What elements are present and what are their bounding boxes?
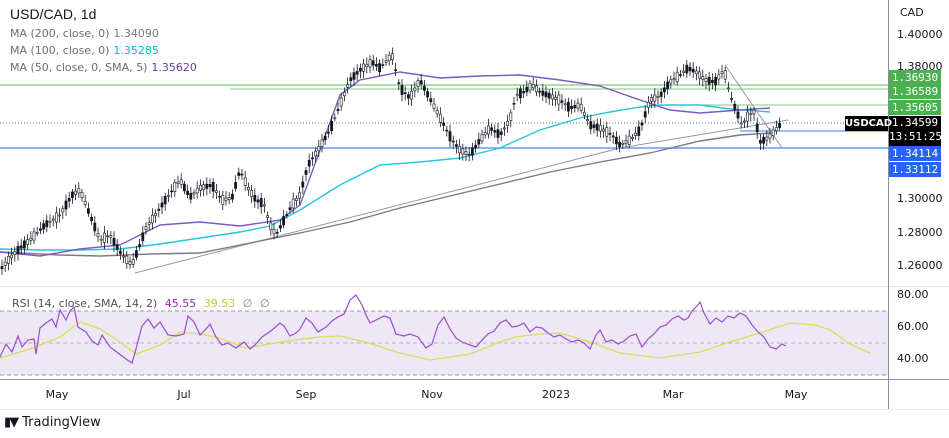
time-label-may-2: May (784, 388, 808, 401)
trendline-rising (134, 119, 789, 274)
price-tick-3: 1.30000 (897, 192, 943, 205)
ma200-line (0, 132, 771, 257)
chart-frame: USD/CAD, 1d MA (200, close, 0) 1.34090 MA… (0, 0, 949, 410)
current-price-tag[interactable]: 1.34599 13:51:25 (889, 116, 942, 146)
time-label-sep: Sep (295, 388, 317, 401)
level-tag-3[interactable]: 1.35605 (889, 100, 941, 115)
symbol-tag: USDCAD (845, 116, 893, 131)
price-axis-separator (888, 0, 889, 409)
price-tick-2: 1.38000 (897, 60, 943, 73)
rsi-tick-40: 40.00 (897, 352, 929, 365)
pane-separator[interactable] (0, 286, 949, 287)
level-tag-4[interactable]: 1.34114 (889, 146, 941, 161)
price-plot[interactable] (0, 0, 888, 286)
rsi-plot[interactable] (0, 287, 888, 379)
level-tag-5[interactable]: 1.33112 (889, 162, 941, 177)
time-axis-separator (0, 379, 949, 380)
price-tick-1: 1.40000 (897, 28, 943, 41)
rsi-value: 45.55 (164, 297, 197, 310)
rsi-label: RSI (14, close, SMA, 14, 2) (12, 297, 158, 310)
current-price: 1.34599 (891, 116, 939, 129)
rsi-legend[interactable]: RSI (14, close, SMA, 14, 2) 45.55 39.53 … (12, 297, 273, 310)
brand-name: TradingView (22, 415, 101, 430)
time-label-may: May (45, 388, 69, 401)
chart-legend: USD/CAD, 1d MA (200, close, 0) 1.34090 MA… (10, 6, 197, 76)
tradingview-logo-icon: ▮▼ (4, 415, 19, 430)
currency-label: CAD (900, 6, 924, 19)
rsi-line (0, 294, 787, 364)
ma200-legend[interactable]: MA (200, close, 0) 1.34090 (10, 27, 159, 40)
ma100-legend[interactable]: MA (100, close, 0) 1.35285 (10, 44, 159, 57)
rsi-sma-value: 39.53 (203, 297, 236, 310)
time-label-mar: Mar (662, 388, 684, 401)
level-tag-2[interactable]: 1.36589 (889, 84, 941, 99)
time-label-nov: Nov (421, 388, 443, 401)
time-label-2023: 2023 (542, 388, 570, 401)
time-label-jul: Jul (177, 388, 191, 401)
rsi-tick-60: 60.00 (897, 320, 929, 333)
price-tick-5: 1.26000 (897, 259, 943, 272)
rsi-tick-80: 80.00 (897, 288, 929, 301)
ma50-legend[interactable]: MA (50, close, 0, SMA, 5) 1.35620 (10, 61, 197, 74)
rsi-extra-2: ∅ (259, 297, 270, 310)
symbol-title[interactable]: USD/CAD, 1d (10, 6, 97, 22)
level-tag-1[interactable]: 1.36930 (889, 70, 941, 85)
rsi-sma-line (0, 321, 871, 361)
tradingview-brand[interactable]: ▮▼ TradingView (4, 415, 101, 430)
price-tick-4: 1.28000 (897, 226, 943, 239)
bar-countdown: 13:51:25 (889, 130, 942, 143)
rsi-extra-1: ∅ (242, 297, 253, 310)
ma50-line (0, 71, 771, 257)
ma100-line (0, 104, 771, 251)
candlesticks (0, 47, 782, 275)
